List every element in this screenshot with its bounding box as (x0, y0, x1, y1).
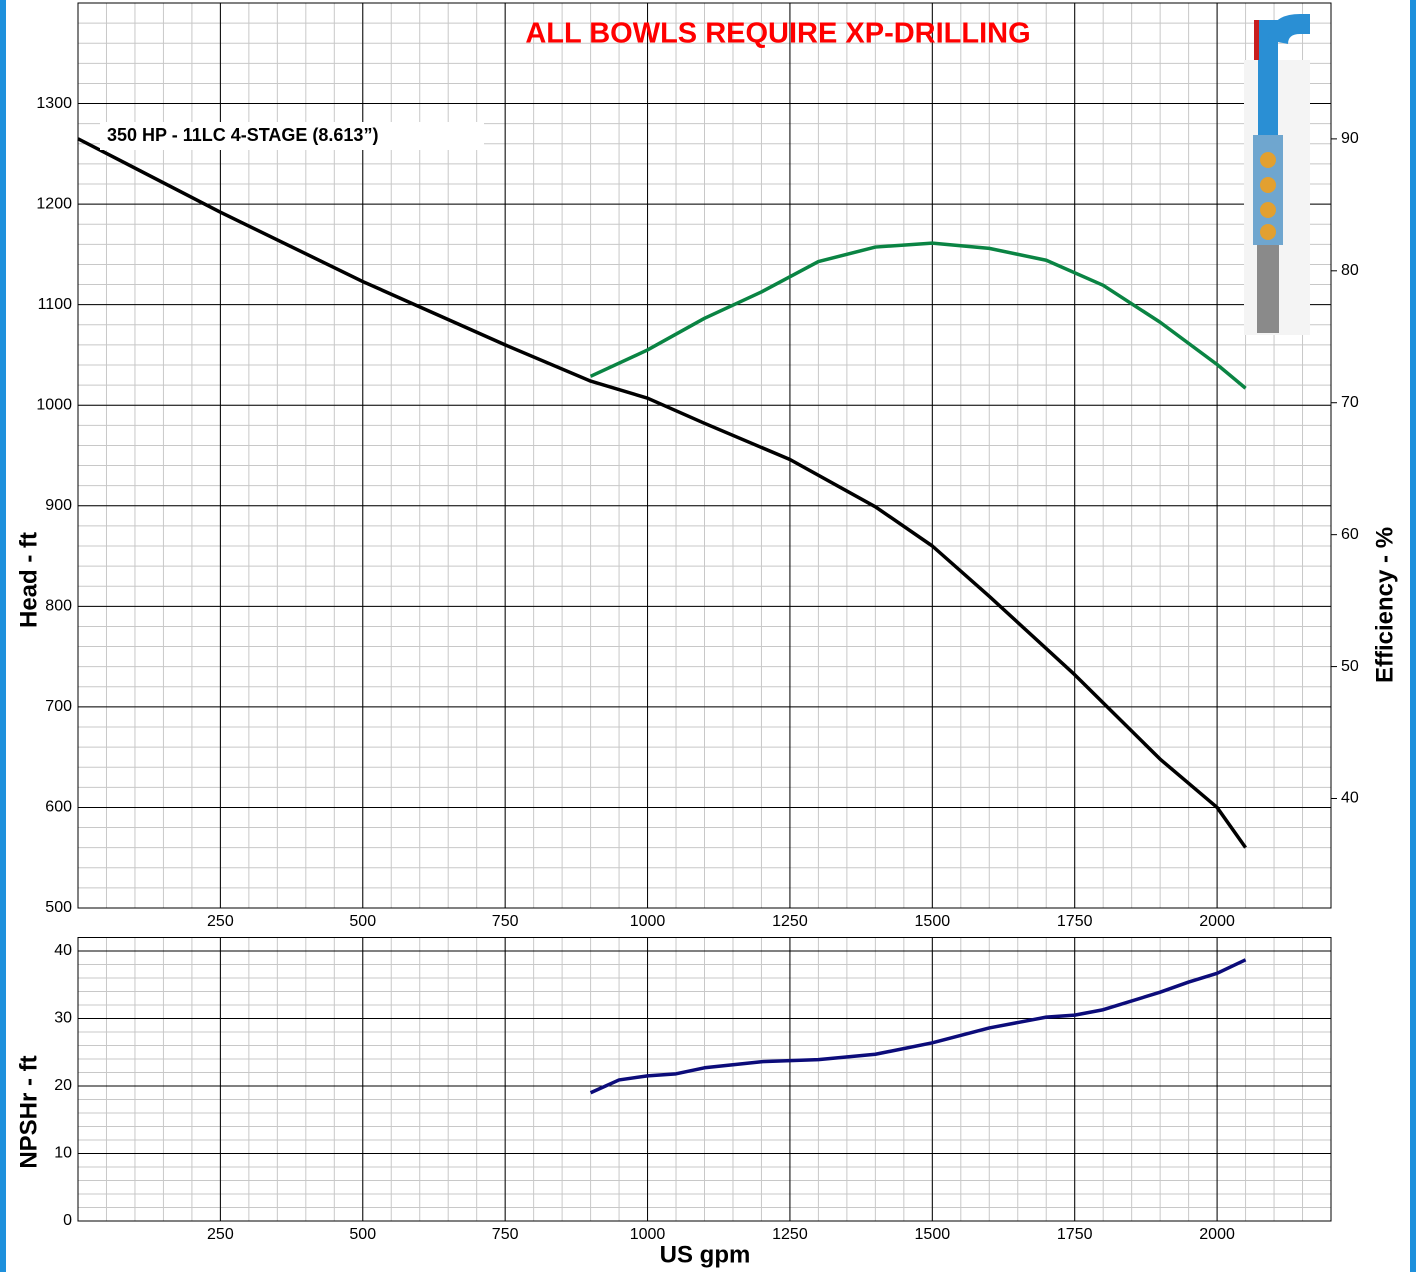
frame-left (0, 0, 6, 1272)
y-tick-label: 700 (45, 698, 72, 715)
y-tick-label: 1200 (36, 195, 72, 212)
pump-image (1244, 14, 1310, 335)
x-tick-label: 1250 (772, 1226, 808, 1243)
y2-tick-label: 80 (1341, 262, 1359, 279)
y2-tick-label: 70 (1341, 394, 1359, 411)
y-tick-label: 500 (45, 899, 72, 916)
chart-title: ALL BOWLS REQUIRE XP-DRILLING (525, 18, 1030, 50)
y-tick-label: 600 (45, 799, 72, 816)
y-axis-label: Head - ft (15, 532, 42, 628)
x-tick-label: 250 (207, 913, 234, 930)
x-tick-label: 1000 (630, 913, 666, 930)
y2-tick-label: 50 (1341, 658, 1359, 675)
y2-tick-label: 90 (1341, 130, 1359, 147)
x-tick-label: 1500 (915, 913, 951, 930)
y-tick-label: 30 (54, 1010, 72, 1027)
series-line (77, 137, 1247, 849)
y-tick-label: 900 (45, 497, 72, 514)
series-line (589, 241, 1247, 390)
x-tick-label: 1000 (630, 1226, 666, 1243)
y-axis-label: NPSHr - ft (15, 1055, 42, 1168)
y-tick-label: 800 (45, 598, 72, 615)
x-tick-label: 250 (207, 1226, 234, 1243)
y-tick-label: 20 (54, 1077, 72, 1094)
y-tick-label: 1000 (36, 396, 72, 413)
plot-border (77, 2, 1332, 909)
annotation-box (100, 122, 484, 150)
x-tick-label: 2000 (1199, 913, 1235, 930)
y-tick-label: 40 (54, 942, 72, 959)
y-tick-label: 1300 (36, 95, 72, 112)
y-tick-label: 1100 (38, 296, 73, 313)
x-tick-label: 1500 (915, 1226, 951, 1243)
y2-axis-label: Efficiency - % (1371, 527, 1398, 683)
plot-border (77, 937, 1332, 1222)
y2-tick-label: 60 (1341, 526, 1359, 543)
annotation: 350 HP - 11LC 4-STAGE (8.613”) (107, 125, 378, 145)
x-tick-label: 500 (349, 913, 376, 930)
x-tick-label: 1250 (772, 913, 808, 930)
y-tick-label: 0 (63, 1212, 72, 1229)
plots: 250 500 750 1000 1250 1500 1750 200050060070080… (36, 2, 1359, 1243)
frame-right (1410, 0, 1416, 1272)
x-tick-label: 750 (492, 1226, 519, 1243)
x-tick-label: 750 (492, 913, 519, 930)
x-axis-label: US gpm (660, 1241, 751, 1268)
x-tick-label: 500 (349, 1226, 376, 1243)
series-line (589, 958, 1247, 1095)
y2-tick-label: 40 (1341, 790, 1359, 807)
x-tick-label: 1750 (1057, 1226, 1093, 1243)
y-tick-label: 10 (54, 1145, 72, 1162)
x-tick-label: 1750 (1057, 913, 1093, 930)
x-tick-label: 2000 (1199, 1226, 1235, 1243)
